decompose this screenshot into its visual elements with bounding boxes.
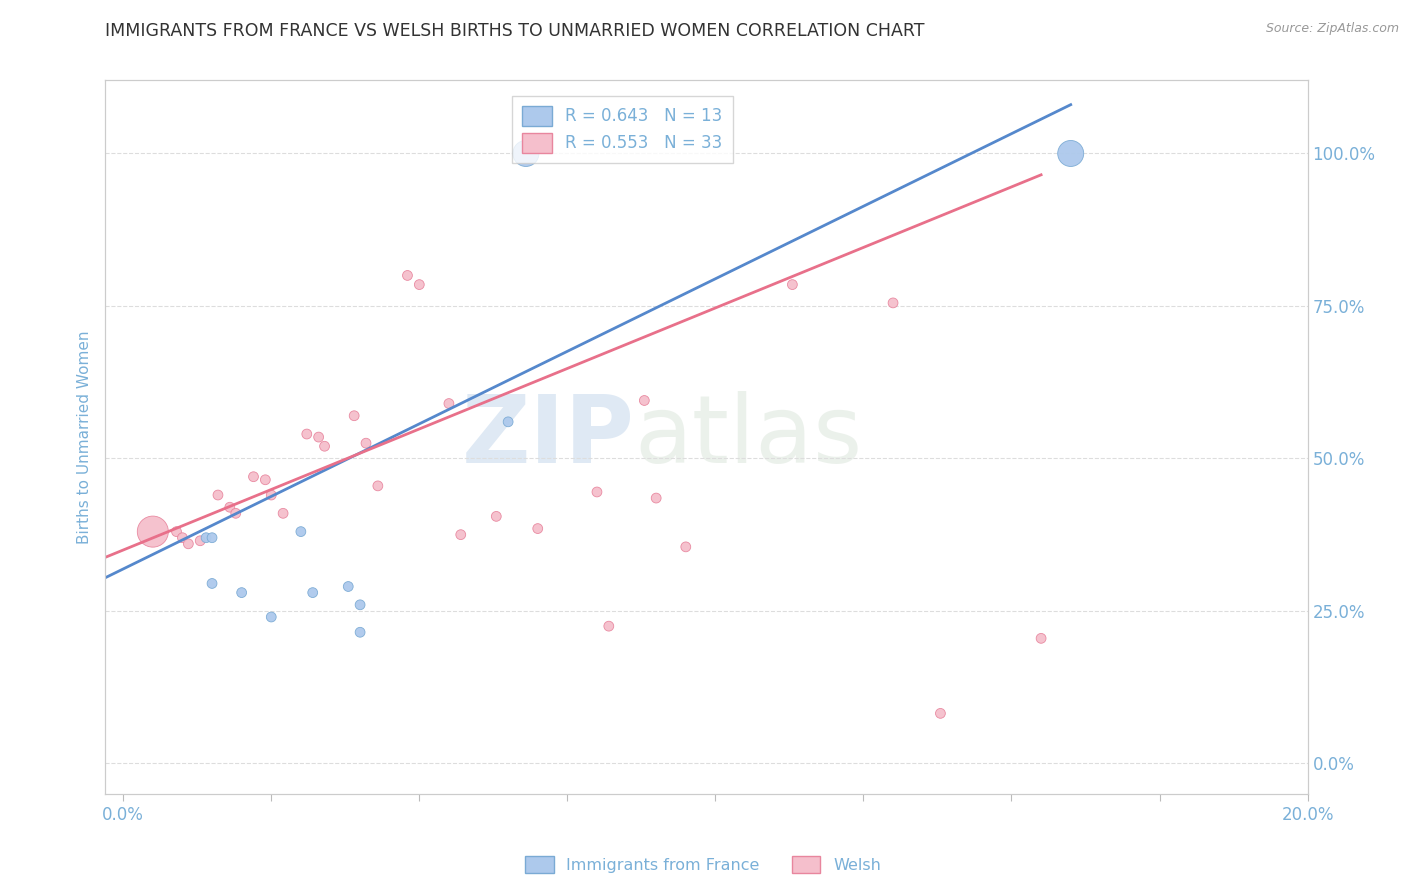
Point — [675, 540, 697, 554]
Legend: Immigrants from France, Welsh: Immigrants from France, Welsh — [519, 849, 887, 880]
Point — [254, 473, 277, 487]
Point — [308, 430, 330, 444]
Point — [314, 439, 336, 453]
Point — [1029, 632, 1052, 646]
Point — [598, 619, 620, 633]
Point — [166, 524, 188, 539]
Point — [408, 277, 430, 292]
Point — [271, 506, 294, 520]
Point — [290, 524, 312, 539]
Point — [1060, 146, 1083, 161]
Point — [496, 415, 519, 429]
Text: atlas: atlas — [634, 391, 863, 483]
Point — [218, 500, 240, 515]
Point — [142, 524, 165, 539]
Point — [526, 522, 548, 536]
Point — [437, 396, 460, 410]
Point — [201, 576, 224, 591]
Point — [201, 531, 224, 545]
Point — [231, 585, 253, 599]
Point — [354, 436, 377, 450]
Text: ZIP: ZIP — [461, 391, 634, 483]
Point — [782, 277, 804, 292]
Point — [295, 427, 318, 442]
Point — [343, 409, 366, 423]
Point — [225, 506, 247, 520]
Text: Source: ZipAtlas.com: Source: ZipAtlas.com — [1265, 22, 1399, 36]
Point — [396, 268, 419, 283]
Text: IMMIGRANTS FROM FRANCE VS WELSH BIRTHS TO UNMARRIED WOMEN CORRELATION CHART: IMMIGRANTS FROM FRANCE VS WELSH BIRTHS T… — [105, 22, 925, 40]
Point — [177, 537, 200, 551]
Legend: R = 0.643   N = 13, R = 0.553   N = 33: R = 0.643 N = 13, R = 0.553 N = 33 — [512, 95, 733, 163]
Point — [929, 706, 952, 721]
Point — [301, 585, 323, 599]
Point — [586, 485, 609, 500]
Point — [367, 479, 389, 493]
Point — [172, 531, 194, 545]
Point — [337, 580, 360, 594]
Point — [242, 469, 264, 483]
Y-axis label: Births to Unmarried Women: Births to Unmarried Women — [76, 330, 91, 544]
Point — [349, 598, 371, 612]
Point — [485, 509, 508, 524]
Point — [195, 531, 218, 545]
Point — [349, 625, 371, 640]
Point — [882, 296, 904, 310]
Point — [207, 488, 229, 502]
Point — [633, 393, 655, 408]
Point — [260, 610, 283, 624]
Point — [260, 488, 283, 502]
Point — [188, 533, 211, 548]
Point — [645, 491, 668, 505]
Point — [450, 527, 472, 541]
Point — [515, 146, 537, 161]
